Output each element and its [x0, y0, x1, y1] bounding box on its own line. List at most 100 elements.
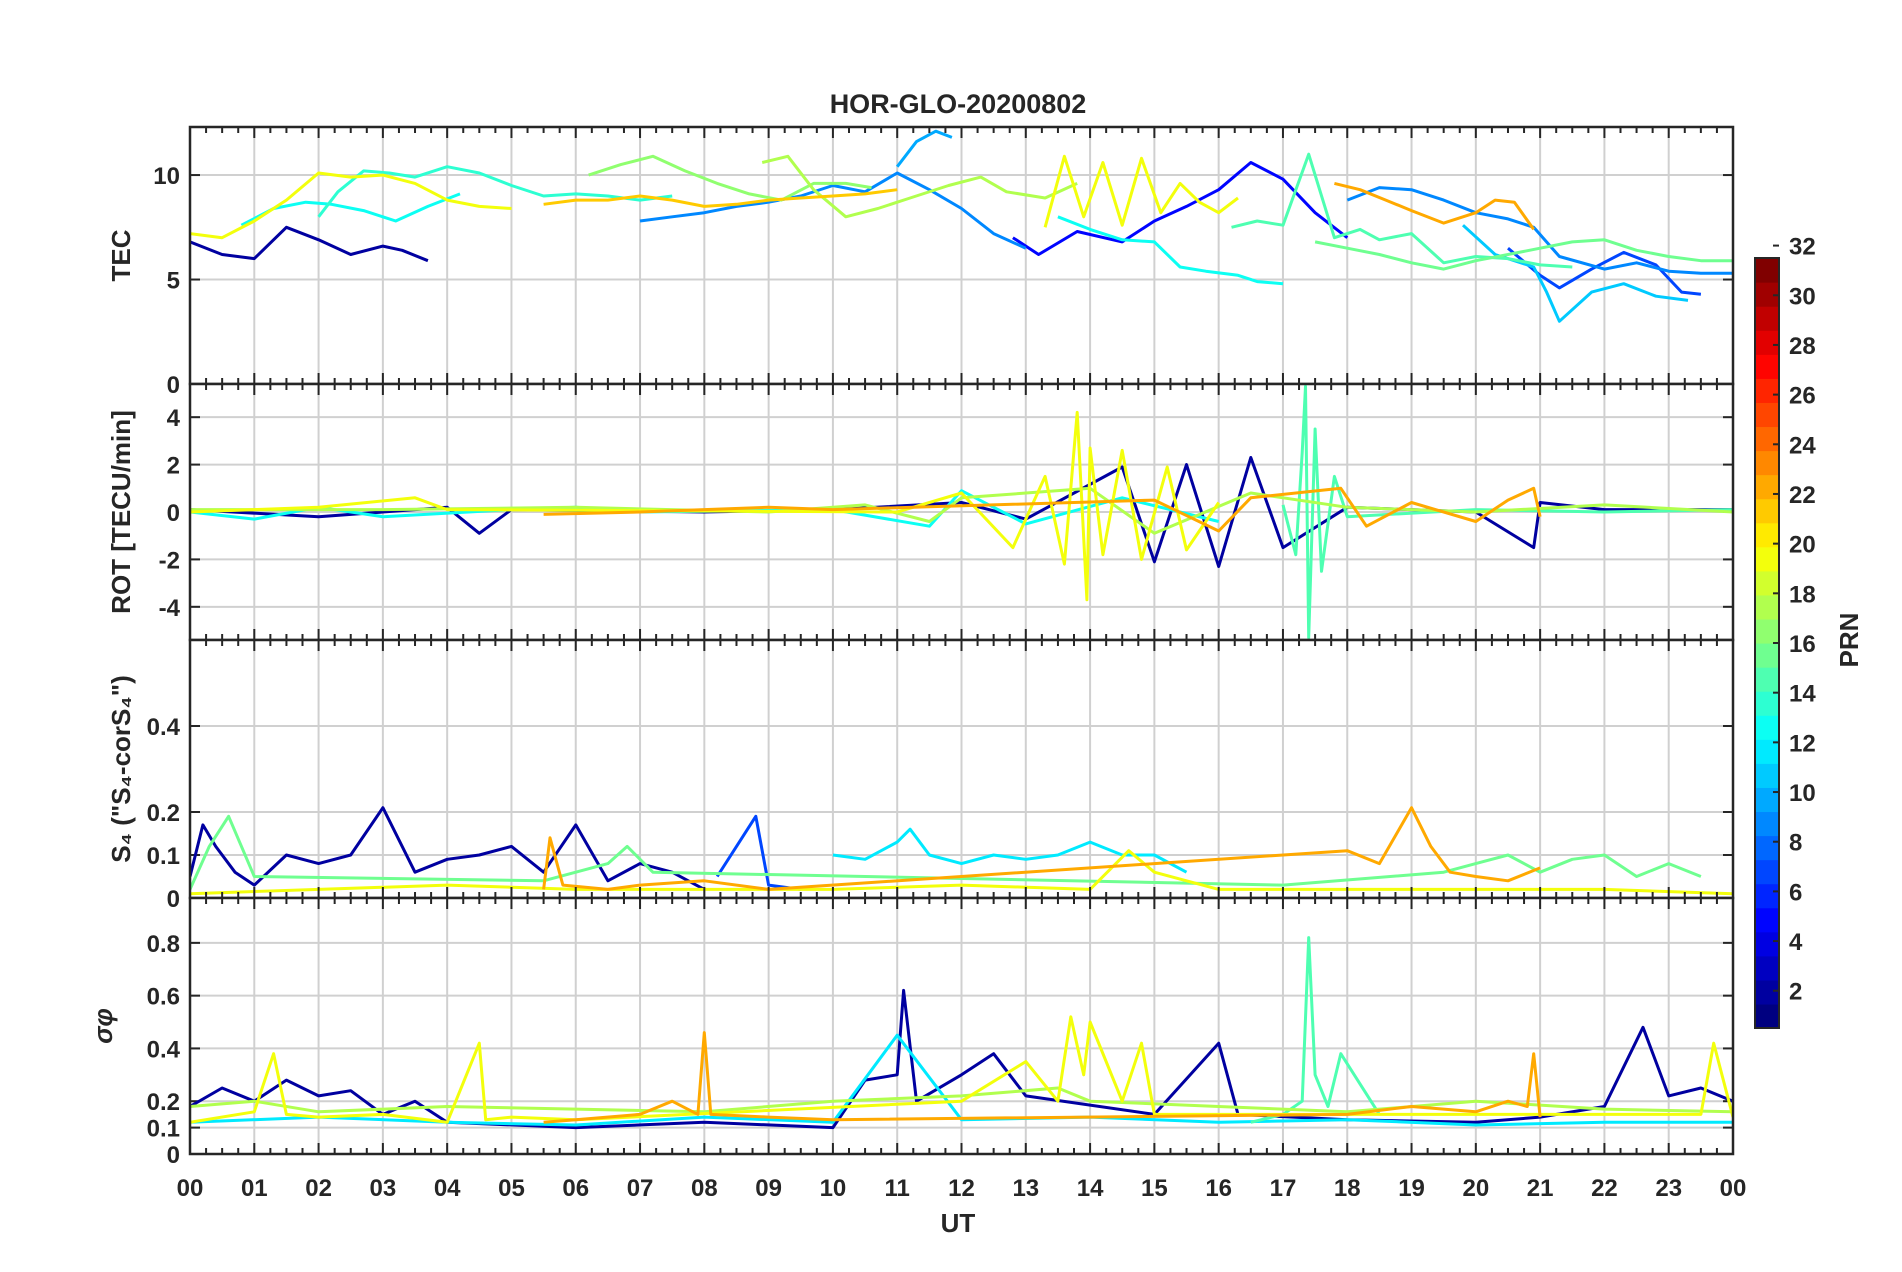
colorbar-label: PRN — [1834, 613, 1864, 668]
colorbar-segment — [1755, 955, 1779, 981]
colorbar-tick-label: 32 — [1789, 234, 1816, 261]
y-tick-label: 0 — [167, 500, 180, 527]
series-line-prn-20 — [1043, 154, 1239, 228]
x-tick-label: 19 — [1398, 1175, 1425, 1202]
series-line-prn-15 — [1250, 936, 1381, 1124]
x-tick-label: 05 — [498, 1175, 525, 1202]
colorbar-segment — [1755, 402, 1779, 428]
x-tick-label: 00 — [177, 1175, 204, 1202]
colorbar-segment — [1755, 835, 1779, 861]
panel-sigma_phi: 00.10.2 0.4 0.6 0.8 σφ — [88, 896, 1735, 1169]
figure-title: HOR-GLO-20200802 — [830, 89, 1087, 119]
series-line-prn-16 — [1314, 238, 1733, 271]
y-tick-label: 0.2 — [147, 800, 180, 827]
series-line-prn-5 — [1012, 161, 1349, 256]
series-line-prn-20 — [190, 410, 1220, 602]
y-tick-label: 0.1 — [147, 1116, 180, 1143]
colorbar-tick-label: 24 — [1789, 432, 1816, 459]
colorbar-segment — [1755, 739, 1779, 764]
y-tick-label: 0.4 — [147, 714, 181, 741]
y-tick-label: 5 — [167, 268, 180, 295]
y-tick-label: 10 — [153, 163, 180, 190]
series-line-prn-10 — [896, 129, 953, 168]
colorbar-tick-label: 28 — [1789, 333, 1816, 360]
series-line-prn-17 — [588, 154, 872, 202]
series-line-prn-7 — [715, 814, 801, 891]
y-axis-label: TEC — [106, 229, 136, 281]
x-tick-label: 14 — [1077, 1175, 1104, 1202]
x-tick-label: 07 — [627, 1175, 654, 1202]
y-axis-label: ROT [TECU/min] — [106, 410, 136, 614]
y-tick-label: 0.6 — [147, 984, 180, 1011]
x-tick-label: 10 — [820, 1175, 847, 1202]
y-tick-label: 4 — [167, 405, 181, 432]
y-axis-label: σφ — [88, 1008, 118, 1044]
y-tick-label: 0 — [167, 372, 180, 399]
x-tick-label: 16 — [1205, 1175, 1232, 1202]
series-line-prn-12 — [832, 827, 1188, 874]
series-line-prn-18 — [190, 1086, 1733, 1114]
x-tick-label: 17 — [1270, 1175, 1297, 1202]
colorbar-segment — [1755, 691, 1779, 716]
colorbar-tick-label: 18 — [1789, 581, 1816, 608]
colorbar-segment — [1755, 883, 1779, 909]
x-tick-label: 09 — [755, 1175, 782, 1202]
colorbar-segment — [1755, 715, 1779, 740]
x-axis-label: UT — [941, 1208, 976, 1238]
colorbar-segment — [1755, 667, 1779, 692]
y-tick-label: 0.1 — [147, 843, 180, 870]
panel-tec: 0 5 10 TEC — [106, 125, 1735, 399]
series-line-prn-14 — [317, 165, 673, 218]
y-tick-label: 2 — [167, 453, 180, 480]
colorbar-segment — [1755, 570, 1779, 596]
panel-rot: -4 -2 0 2 4 ROT [TECU/min] — [106, 382, 1735, 642]
colorbar-segment — [1755, 594, 1779, 620]
x-tick-label: 06 — [562, 1175, 589, 1202]
colorbar-segment — [1755, 979, 1779, 1005]
series-line-prn-15 — [1231, 152, 1573, 269]
x-tick-label: 21 — [1527, 1175, 1554, 1202]
colorbar-tick-label: 16 — [1789, 631, 1816, 658]
y-tick-label: 0.2 — [147, 1089, 180, 1116]
x-tick-label: 18 — [1334, 1175, 1361, 1202]
colorbar-tick-label: 12 — [1789, 730, 1816, 757]
x-tick-label: 03 — [370, 1175, 397, 1202]
y-tick-label: 0 — [167, 886, 180, 913]
colorbar-segment — [1755, 859, 1779, 885]
colorbar-segment — [1755, 763, 1779, 788]
y-tick-label: 0.8 — [147, 931, 180, 958]
colorbar-segment — [1755, 306, 1779, 331]
series-group — [190, 129, 1733, 323]
series-line-prn-13 — [240, 192, 461, 227]
colorbar-segment — [1755, 811, 1779, 837]
series-line-prn-18 — [761, 154, 1078, 219]
series-line-prn-23 — [543, 1031, 1542, 1124]
colorbar-segment — [1755, 1003, 1779, 1029]
colorbar-tick-label: 6 — [1789, 879, 1802, 906]
x-tick-label: 04 — [434, 1175, 461, 1202]
x-tick-label: 12 — [948, 1175, 975, 1202]
colorbar-tick-label: 30 — [1789, 283, 1816, 310]
colorbar-tick-label: 2 — [1789, 979, 1802, 1006]
colorbar-segment — [1755, 378, 1779, 403]
series-line-prn-23 — [542, 806, 1541, 891]
series-line-prn-20 — [190, 1015, 1733, 1124]
series-line-prn-12 — [190, 1033, 1733, 1127]
colorbar-segment — [1755, 643, 1779, 668]
colorbar-tick-label: 10 — [1789, 780, 1816, 807]
series-line-prn-16 — [190, 814, 1702, 891]
colorbar-segment — [1755, 546, 1779, 572]
y-axis-label: S₄ ("S₄-corS₄") — [106, 675, 136, 863]
y-tick-label: -4 — [159, 595, 181, 622]
colorbar-segment — [1755, 450, 1779, 476]
x-tick-label: 22 — [1591, 1175, 1618, 1202]
colorbar-tick-label: 26 — [1789, 383, 1816, 410]
colorbar-segment — [1755, 618, 1779, 644]
x-tick-label: 00 — [1720, 1175, 1747, 1202]
y-tick-label: 0.4 — [147, 1036, 181, 1063]
x-tick-label: 23 — [1655, 1175, 1682, 1202]
series-line-prn-23 — [1334, 181, 1535, 231]
